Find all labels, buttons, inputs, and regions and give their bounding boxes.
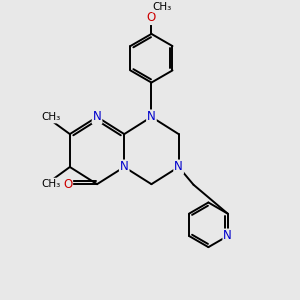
Text: N: N bbox=[174, 160, 183, 173]
Text: N: N bbox=[93, 110, 101, 123]
Text: O: O bbox=[63, 178, 72, 191]
Text: CH₃: CH₃ bbox=[42, 112, 61, 122]
Text: CH₃: CH₃ bbox=[153, 2, 172, 12]
Text: N: N bbox=[223, 230, 232, 242]
Text: CH₃: CH₃ bbox=[42, 178, 61, 189]
Text: N: N bbox=[120, 160, 129, 173]
Text: O: O bbox=[147, 11, 156, 24]
Text: N: N bbox=[147, 110, 156, 123]
